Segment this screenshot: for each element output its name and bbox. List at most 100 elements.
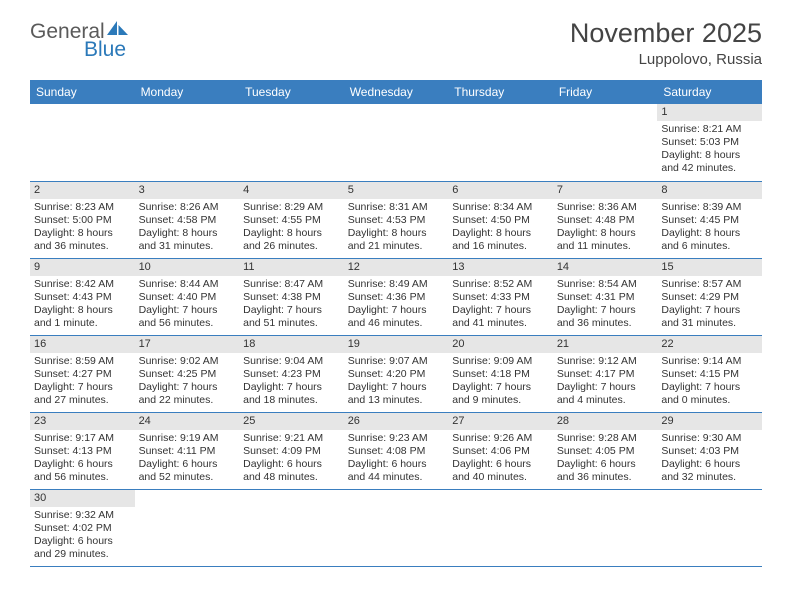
sunrise-text: Sunrise: 9:02 AM — [139, 355, 236, 368]
sunset-text: Sunset: 5:03 PM — [661, 136, 758, 149]
sunrise-text: Sunrise: 8:47 AM — [243, 278, 340, 291]
day-details: Sunrise: 8:47 AMSunset: 4:38 PMDaylight:… — [239, 276, 344, 332]
daylight-text: and 41 minutes. — [452, 317, 549, 330]
sunrise-text: Sunrise: 9:17 AM — [34, 432, 131, 445]
calendar-cell: 28Sunrise: 9:28 AMSunset: 4:05 PMDayligh… — [553, 412, 658, 489]
daylight-text: Daylight: 7 hours — [557, 304, 654, 317]
day-number: 26 — [344, 413, 449, 430]
daylight-text: and 0 minutes. — [661, 394, 758, 407]
daylight-text: and 52 minutes. — [139, 471, 236, 484]
day-number: 5 — [344, 182, 449, 199]
calendar-cell: 22Sunrise: 9:14 AMSunset: 4:15 PMDayligh… — [657, 335, 762, 412]
daylight-text: and 9 minutes. — [452, 394, 549, 407]
day-header: Monday — [135, 80, 240, 104]
sunrise-text: Sunrise: 9:21 AM — [243, 432, 340, 445]
day-details: Sunrise: 9:30 AMSunset: 4:03 PMDaylight:… — [657, 430, 762, 486]
sunrise-text: Sunrise: 8:23 AM — [34, 201, 131, 214]
calendar-cell: 11Sunrise: 8:47 AMSunset: 4:38 PMDayligh… — [239, 258, 344, 335]
daylight-text: Daylight: 7 hours — [348, 304, 445, 317]
sunset-text: Sunset: 4:40 PM — [139, 291, 236, 304]
daylight-text: and 18 minutes. — [243, 394, 340, 407]
daylight-text: Daylight: 7 hours — [557, 381, 654, 394]
calendar-cell — [657, 489, 762, 566]
sunset-text: Sunset: 4:06 PM — [452, 445, 549, 458]
sunset-text: Sunset: 4:08 PM — [348, 445, 445, 458]
calendar-cell: 6Sunrise: 8:34 AMSunset: 4:50 PMDaylight… — [448, 181, 553, 258]
sunrise-text: Sunrise: 8:31 AM — [348, 201, 445, 214]
sunrise-text: Sunrise: 9:23 AM — [348, 432, 445, 445]
daylight-text: Daylight: 6 hours — [348, 458, 445, 471]
sunset-text: Sunset: 4:45 PM — [661, 214, 758, 227]
day-details: Sunrise: 8:49 AMSunset: 4:36 PMDaylight:… — [344, 276, 449, 332]
day-details: Sunrise: 9:21 AMSunset: 4:09 PMDaylight:… — [239, 430, 344, 486]
daylight-text: Daylight: 8 hours — [34, 304, 131, 317]
day-number: 10 — [135, 259, 240, 276]
day-details: Sunrise: 8:57 AMSunset: 4:29 PMDaylight:… — [657, 276, 762, 332]
calendar-cell: 18Sunrise: 9:04 AMSunset: 4:23 PMDayligh… — [239, 335, 344, 412]
sunrise-text: Sunrise: 8:39 AM — [661, 201, 758, 214]
daylight-text: and 36 minutes. — [34, 240, 131, 253]
calendar-cell: 19Sunrise: 9:07 AMSunset: 4:20 PMDayligh… — [344, 335, 449, 412]
daylight-text: Daylight: 8 hours — [34, 227, 131, 240]
daylight-text: Daylight: 7 hours — [452, 381, 549, 394]
day-number: 16 — [30, 336, 135, 353]
sunset-text: Sunset: 4:15 PM — [661, 368, 758, 381]
daylight-text: and 56 minutes. — [34, 471, 131, 484]
day-number: 18 — [239, 336, 344, 353]
daylight-text: Daylight: 7 hours — [661, 381, 758, 394]
calendar-cell: 23Sunrise: 9:17 AMSunset: 4:13 PMDayligh… — [30, 412, 135, 489]
day-header: Saturday — [657, 80, 762, 104]
calendar-cell: 9Sunrise: 8:42 AMSunset: 4:43 PMDaylight… — [30, 258, 135, 335]
sunset-text: Sunset: 4:55 PM — [243, 214, 340, 227]
sunrise-text: Sunrise: 9:12 AM — [557, 355, 654, 368]
sunset-text: Sunset: 4:36 PM — [348, 291, 445, 304]
day-details: Sunrise: 9:14 AMSunset: 4:15 PMDaylight:… — [657, 353, 762, 409]
sunrise-text: Sunrise: 8:57 AM — [661, 278, 758, 291]
calendar-cell: 27Sunrise: 9:26 AMSunset: 4:06 PMDayligh… — [448, 412, 553, 489]
calendar-cell — [553, 489, 658, 566]
sunset-text: Sunset: 4:13 PM — [34, 445, 131, 458]
day-details: Sunrise: 9:28 AMSunset: 4:05 PMDaylight:… — [553, 430, 658, 486]
sunrise-text: Sunrise: 9:19 AM — [139, 432, 236, 445]
sunset-text: Sunset: 4:48 PM — [557, 214, 654, 227]
day-number: 1 — [657, 104, 762, 121]
day-details: Sunrise: 8:36 AMSunset: 4:48 PMDaylight:… — [553, 199, 658, 255]
day-details: Sunrise: 9:32 AMSunset: 4:02 PMDaylight:… — [30, 507, 135, 563]
daylight-text: Daylight: 8 hours — [348, 227, 445, 240]
sunset-text: Sunset: 4:31 PM — [557, 291, 654, 304]
daylight-text: Daylight: 8 hours — [452, 227, 549, 240]
sunrise-text: Sunrise: 9:07 AM — [348, 355, 445, 368]
calendar-cell: 3Sunrise: 8:26 AMSunset: 4:58 PMDaylight… — [135, 181, 240, 258]
daylight-text: and 13 minutes. — [348, 394, 445, 407]
calendar-cell: 10Sunrise: 8:44 AMSunset: 4:40 PMDayligh… — [135, 258, 240, 335]
sunset-text: Sunset: 4:23 PM — [243, 368, 340, 381]
day-header: Sunday — [30, 80, 135, 104]
daylight-text: Daylight: 7 hours — [34, 381, 131, 394]
calendar-cell: 4Sunrise: 8:29 AMSunset: 4:55 PMDaylight… — [239, 181, 344, 258]
sunrise-text: Sunrise: 8:44 AM — [139, 278, 236, 291]
title-block: November 2025 Luppolovo, Russia — [570, 18, 762, 68]
day-header: Friday — [553, 80, 658, 104]
daylight-text: Daylight: 8 hours — [557, 227, 654, 240]
calendar-cell: 30Sunrise: 9:32 AMSunset: 4:02 PMDayligh… — [30, 489, 135, 566]
calendar-cell — [344, 104, 449, 181]
day-number: 24 — [135, 413, 240, 430]
sunset-text: Sunset: 4:25 PM — [139, 368, 236, 381]
calendar-row: 16Sunrise: 8:59 AMSunset: 4:27 PMDayligh… — [30, 335, 762, 412]
day-number: 27 — [448, 413, 553, 430]
calendar-row: 23Sunrise: 9:17 AMSunset: 4:13 PMDayligh… — [30, 412, 762, 489]
daylight-text: and 27 minutes. — [34, 394, 131, 407]
sunrise-text: Sunrise: 9:28 AM — [557, 432, 654, 445]
daylight-text: and 56 minutes. — [139, 317, 236, 330]
calendar-row: 30Sunrise: 9:32 AMSunset: 4:02 PMDayligh… — [30, 489, 762, 566]
sunset-text: Sunset: 4:09 PM — [243, 445, 340, 458]
calendar-body: 1Sunrise: 8:21 AMSunset: 5:03 PMDaylight… — [30, 104, 762, 566]
day-number: 3 — [135, 182, 240, 199]
day-details: Sunrise: 9:17 AMSunset: 4:13 PMDaylight:… — [30, 430, 135, 486]
calendar-cell: 12Sunrise: 8:49 AMSunset: 4:36 PMDayligh… — [344, 258, 449, 335]
daylight-text: Daylight: 7 hours — [243, 381, 340, 394]
daylight-text: and 42 minutes. — [661, 162, 758, 175]
day-number: 29 — [657, 413, 762, 430]
sunset-text: Sunset: 4:38 PM — [243, 291, 340, 304]
daylight-text: Daylight: 8 hours — [661, 227, 758, 240]
